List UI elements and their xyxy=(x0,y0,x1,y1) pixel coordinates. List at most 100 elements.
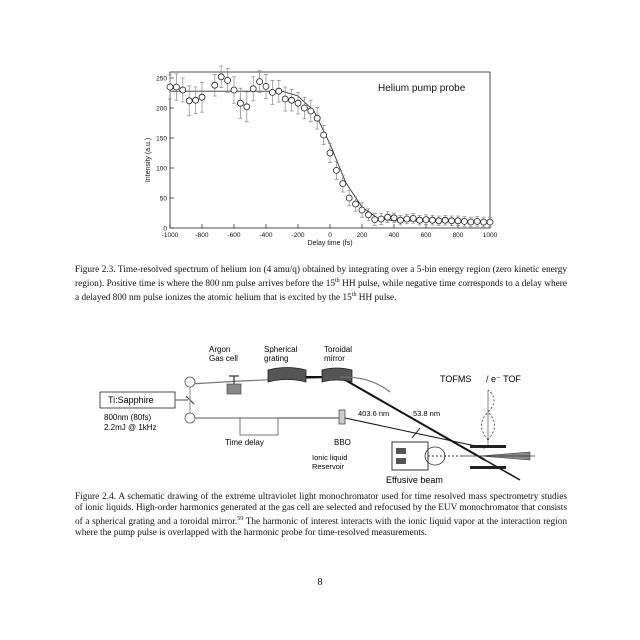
data-point xyxy=(352,200,360,208)
figure-caption-2-3: Figure 2.3. Time-resolved spectrum of he… xyxy=(75,265,567,304)
data-point xyxy=(326,149,334,157)
data-point xyxy=(262,82,270,90)
data-point xyxy=(390,214,398,222)
data-point xyxy=(185,97,193,105)
data-point xyxy=(243,103,251,111)
reservoir-inner xyxy=(396,448,406,454)
label-gas-cell: Gas cell xyxy=(209,354,238,363)
gas-cell xyxy=(226,383,242,395)
tof-flight-path xyxy=(481,389,495,441)
caption-text: Figure 2.3. Time-resolved spectrum of he… xyxy=(75,265,567,290)
y-axis-label: Intensity (a.u.) xyxy=(145,138,152,182)
x-tick-label: 800 xyxy=(453,232,464,239)
data-point xyxy=(179,86,187,94)
data-point xyxy=(249,85,257,93)
data-point xyxy=(275,87,283,95)
data-point xyxy=(281,95,289,103)
data-point xyxy=(364,211,372,219)
data-point xyxy=(320,131,328,139)
label-argon: Argon xyxy=(209,345,230,354)
data-point xyxy=(300,104,308,112)
y-tick-label: 0 xyxy=(163,226,167,233)
data-point xyxy=(224,76,231,84)
x-tick-label: 0 xyxy=(328,232,332,239)
toroidal-mirror xyxy=(321,367,353,383)
label-ti-sapphire: Ti:Sapphire xyxy=(108,395,154,405)
data-point xyxy=(441,216,449,224)
data-point xyxy=(166,83,174,91)
data-point xyxy=(454,217,462,225)
caption-superscript: th xyxy=(351,292,357,299)
chart-title: Helium pump probe xyxy=(378,83,466,94)
data-point xyxy=(192,96,199,104)
data-point xyxy=(307,107,315,115)
data-point xyxy=(428,216,436,224)
data-point xyxy=(377,215,385,223)
caption-text: HH pulse, while negative time correspond… xyxy=(75,279,567,304)
data-point xyxy=(473,217,481,225)
data-point xyxy=(173,83,180,91)
label-e-tof: / e⁻ TOF xyxy=(486,374,521,384)
y-tick-label: 200 xyxy=(156,106,167,113)
ionic-liquid-reservoir xyxy=(391,441,429,471)
label-toroidal: Toroidal xyxy=(324,345,352,354)
data-point xyxy=(480,218,488,226)
visible-beam-403 xyxy=(344,417,486,449)
filter-mark xyxy=(411,427,421,439)
label-effusive-beam: Effusive beam xyxy=(386,475,443,485)
spherical-grating xyxy=(267,367,307,383)
data-point xyxy=(332,167,340,174)
caption-superscript: th xyxy=(335,278,340,284)
tof-plate-lower xyxy=(470,466,506,469)
y-tick-label: 150 xyxy=(156,136,167,143)
label-spherical: Spherical xyxy=(264,345,298,354)
label-reservoir: Reservoir xyxy=(312,462,345,471)
data-point xyxy=(422,216,430,224)
time-delay-path xyxy=(239,418,279,436)
page-number: 8 xyxy=(317,577,323,588)
data-point xyxy=(460,217,468,225)
data-point xyxy=(345,194,353,202)
label-grating: grating xyxy=(264,354,288,363)
label-tofms: TOFMS xyxy=(440,374,471,384)
x-tick-label: 400 xyxy=(389,232,400,239)
data-point xyxy=(403,215,411,223)
data-point xyxy=(435,217,443,225)
data-point xyxy=(339,180,347,187)
upper-beam-path xyxy=(189,376,341,385)
data-point xyxy=(313,114,321,122)
x-tick-label: 600 xyxy=(421,232,432,239)
monochromator-schematic: Argon Gas cell Spherical grating Toroida… xyxy=(99,345,535,485)
data-point xyxy=(467,218,475,226)
data-point xyxy=(371,216,379,224)
data-point xyxy=(256,78,264,86)
data-point xyxy=(396,216,404,224)
beam-curve xyxy=(339,376,391,393)
steering-mirror-upper xyxy=(184,376,196,388)
caption-text: Figure 2.4. A schematic drawing of the e… xyxy=(75,492,567,528)
tof-plate-upper xyxy=(470,445,506,448)
data-point xyxy=(237,99,244,107)
data-point xyxy=(409,214,417,222)
steering-mirror-lower xyxy=(184,412,196,424)
data-point xyxy=(416,216,424,224)
caption-text: HH pulse. xyxy=(356,293,397,304)
x-tick-label: 1000 xyxy=(483,232,498,239)
label-laser-energy: 2.2mJ @ 1kHz xyxy=(104,423,157,432)
y-tick-label: 50 xyxy=(160,196,168,203)
x-axis-label: Delay time (fs) xyxy=(307,240,352,247)
label-ionic-liquid: Ionic liquid xyxy=(312,453,347,462)
label-bbo: BBO xyxy=(334,438,351,447)
y-tick-label: 100 xyxy=(156,166,167,173)
euv-exit-beam xyxy=(484,459,521,481)
data-point xyxy=(198,93,206,101)
caption-superscript: 59 xyxy=(237,516,244,522)
label-mirror: mirror xyxy=(324,354,345,363)
label-403nm: 403.6 nm xyxy=(358,409,389,418)
data-point xyxy=(384,213,392,221)
x-tick-label: -1000 xyxy=(162,232,179,239)
reservoir-inner-2 xyxy=(396,458,406,464)
data-point xyxy=(294,99,302,107)
x-tick-label: -200 xyxy=(291,232,304,239)
bbo-crystal xyxy=(338,409,346,425)
